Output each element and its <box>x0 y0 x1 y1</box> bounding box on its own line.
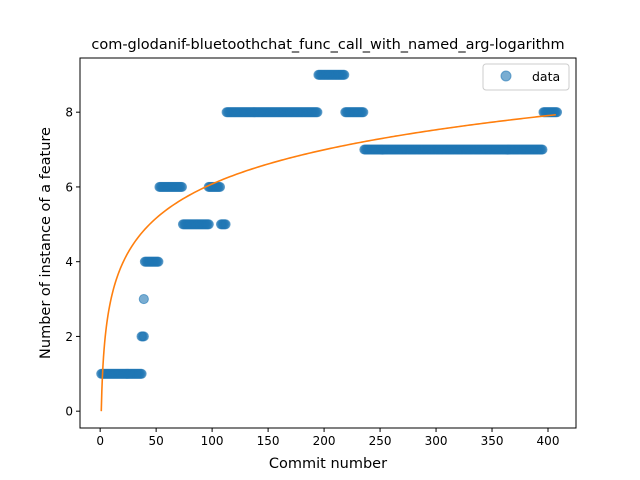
y-tick-label: 2 <box>65 330 73 344</box>
y-tick-label: 4 <box>65 255 73 269</box>
data-point <box>153 256 164 267</box>
data-point <box>203 219 214 230</box>
x-tick-label: 400 <box>537 434 560 448</box>
x-tick-label: 100 <box>201 434 224 448</box>
y-axis: 0 2 4 6 8 <box>65 106 80 419</box>
y-axis-label: Number of instance of a feature <box>38 127 54 359</box>
legend-box <box>482 63 570 91</box>
data-point <box>138 331 149 342</box>
plot-area <box>96 69 563 412</box>
x-axis-label: Commit number <box>269 456 387 472</box>
x-tick-label: 150 <box>257 434 280 448</box>
x-tick-label: 0 <box>96 434 104 448</box>
data-point <box>339 69 350 80</box>
x-tick-label: 350 <box>481 434 504 448</box>
y-tick-label: 0 <box>65 405 73 419</box>
data-point <box>136 368 147 379</box>
x-tick-label: 250 <box>369 434 392 448</box>
x-tick-label: 200 <box>313 434 336 448</box>
data-point <box>176 181 187 193</box>
y-tick-label: 8 <box>65 106 73 120</box>
data-point <box>214 181 226 193</box>
data-point <box>537 144 548 155</box>
data-point <box>358 107 369 118</box>
y-tick-label: 6 <box>65 180 73 194</box>
axes-frame <box>79 57 577 429</box>
fit-curve <box>100 113 556 412</box>
chart-title: com-glodanif-bluetoothchat_func_call_wit… <box>91 37 564 53</box>
x-tick-label: 50 <box>148 434 163 448</box>
x-axis: 0 50 100 150 200 250 300 350 400 <box>96 428 559 448</box>
data-point <box>312 107 323 118</box>
x-tick-label: 300 <box>425 434 448 448</box>
legend-marker <box>500 70 512 82</box>
legend: data <box>482 63 570 91</box>
data-point <box>220 219 231 230</box>
data-point <box>138 293 149 305</box>
legend-label: data <box>532 69 560 84</box>
